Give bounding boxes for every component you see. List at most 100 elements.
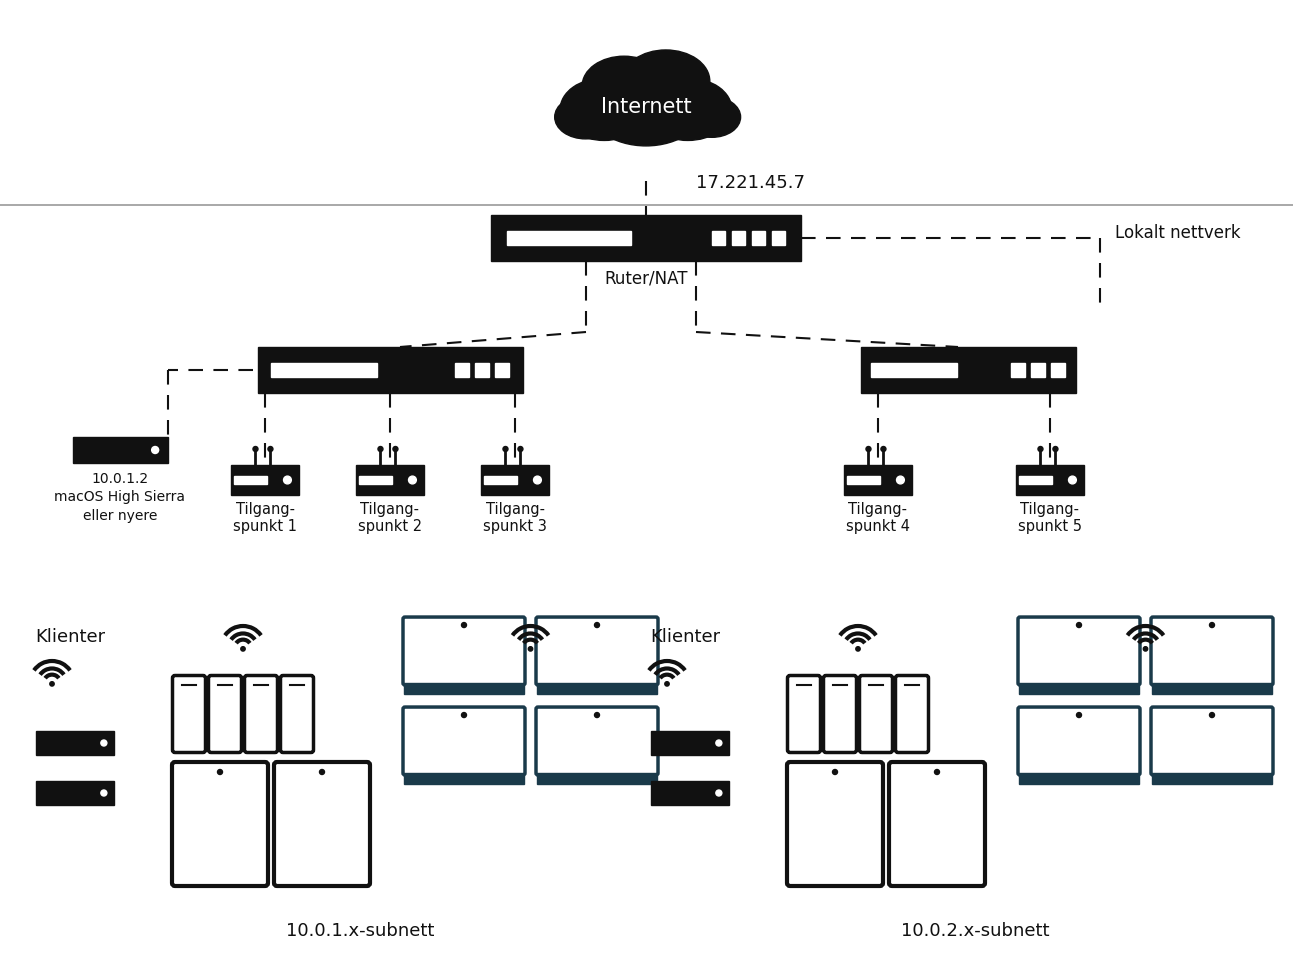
FancyBboxPatch shape [231,465,299,495]
Ellipse shape [684,97,741,137]
Circle shape [50,682,54,686]
Circle shape [462,623,467,627]
Ellipse shape [582,57,666,116]
Text: Ruter/NAT: Ruter/NAT [604,269,688,287]
FancyBboxPatch shape [824,675,856,752]
Circle shape [217,769,222,774]
Text: Tilgang-
spunkt 5: Tilgang- spunkt 5 [1018,502,1082,535]
FancyBboxPatch shape [476,363,489,376]
Circle shape [319,769,325,774]
Circle shape [393,446,398,451]
Circle shape [1209,623,1214,627]
Circle shape [534,476,542,484]
FancyBboxPatch shape [787,762,883,886]
Circle shape [518,446,522,451]
FancyBboxPatch shape [1051,363,1064,376]
Text: Lokalt nettverk: Lokalt nettverk [1115,224,1240,242]
FancyBboxPatch shape [847,476,881,484]
Circle shape [833,769,838,774]
FancyBboxPatch shape [356,465,424,495]
Text: Tilgang-
spunkt 1: Tilgang- spunkt 1 [233,502,297,535]
Text: Klienter: Klienter [650,628,720,646]
Circle shape [253,446,259,451]
FancyBboxPatch shape [257,347,522,393]
FancyBboxPatch shape [491,215,800,261]
Circle shape [1038,446,1043,451]
Circle shape [881,446,886,451]
FancyBboxPatch shape [896,675,928,752]
Text: 10.0.1.2
macOS High Sierra
eller nyere: 10.0.1.2 macOS High Sierra eller nyere [54,472,185,523]
FancyBboxPatch shape [871,363,957,377]
FancyBboxPatch shape [650,781,729,805]
FancyBboxPatch shape [787,675,821,752]
Circle shape [595,623,600,627]
FancyBboxPatch shape [1019,773,1139,785]
FancyBboxPatch shape [537,707,658,775]
Circle shape [268,446,273,451]
Circle shape [101,740,107,746]
FancyBboxPatch shape [711,231,725,245]
Circle shape [1077,623,1081,627]
FancyBboxPatch shape [772,231,786,245]
FancyBboxPatch shape [1152,773,1272,785]
FancyBboxPatch shape [1019,683,1139,695]
Circle shape [240,647,246,651]
FancyBboxPatch shape [403,683,524,695]
Ellipse shape [622,50,710,112]
FancyBboxPatch shape [403,707,525,775]
Text: Tilgang-
spunkt 4: Tilgang- spunkt 4 [846,502,910,535]
FancyBboxPatch shape [1018,617,1140,685]
Text: 10.0.2.x-subnett: 10.0.2.x-subnett [901,922,1049,940]
FancyBboxPatch shape [481,465,550,495]
FancyBboxPatch shape [507,231,631,245]
FancyBboxPatch shape [403,617,525,685]
FancyBboxPatch shape [36,731,114,755]
FancyBboxPatch shape [751,231,765,245]
FancyBboxPatch shape [861,347,1076,393]
Circle shape [595,713,600,718]
Circle shape [1077,713,1081,718]
Circle shape [856,647,860,651]
Text: Tilgang-
spunkt 2: Tilgang- spunkt 2 [358,502,422,535]
Circle shape [151,446,159,453]
FancyBboxPatch shape [1016,465,1084,495]
FancyBboxPatch shape [1152,683,1272,695]
Text: Internett: Internett [601,97,692,117]
Ellipse shape [644,78,732,141]
FancyBboxPatch shape [36,781,114,805]
Circle shape [1209,713,1214,718]
Circle shape [503,446,508,451]
FancyBboxPatch shape [281,675,313,752]
FancyBboxPatch shape [359,476,392,484]
Circle shape [283,476,291,484]
Circle shape [101,790,107,796]
FancyBboxPatch shape [844,465,912,495]
Ellipse shape [560,78,648,141]
FancyBboxPatch shape [1011,363,1025,376]
Text: Tilgang-
spunkt 3: Tilgang- spunkt 3 [484,502,547,535]
Circle shape [1053,446,1058,451]
FancyBboxPatch shape [537,683,657,695]
FancyBboxPatch shape [495,363,509,376]
FancyBboxPatch shape [650,731,729,755]
Ellipse shape [555,95,617,139]
Text: 17.221.45.7: 17.221.45.7 [696,174,806,192]
Text: Klienter: Klienter [35,628,105,646]
Circle shape [462,713,467,718]
Circle shape [529,647,533,651]
FancyBboxPatch shape [172,762,268,886]
FancyBboxPatch shape [244,675,278,752]
Circle shape [896,476,904,484]
FancyBboxPatch shape [270,363,376,377]
Circle shape [378,446,383,451]
FancyBboxPatch shape [1151,707,1274,775]
FancyBboxPatch shape [172,675,206,752]
Circle shape [665,682,670,686]
Circle shape [935,769,940,774]
FancyBboxPatch shape [1018,707,1140,775]
FancyBboxPatch shape [1151,617,1274,685]
FancyBboxPatch shape [208,675,242,752]
FancyBboxPatch shape [537,773,657,785]
FancyBboxPatch shape [485,476,517,484]
FancyBboxPatch shape [860,675,892,752]
